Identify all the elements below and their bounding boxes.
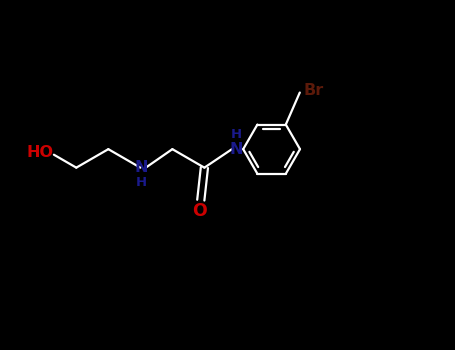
- Text: O: O: [192, 202, 207, 220]
- Text: H: H: [136, 176, 147, 189]
- Text: N: N: [135, 160, 148, 175]
- Text: Br: Br: [303, 83, 324, 98]
- Text: HO: HO: [27, 145, 54, 160]
- Text: N: N: [230, 142, 243, 157]
- Text: H: H: [231, 128, 242, 141]
